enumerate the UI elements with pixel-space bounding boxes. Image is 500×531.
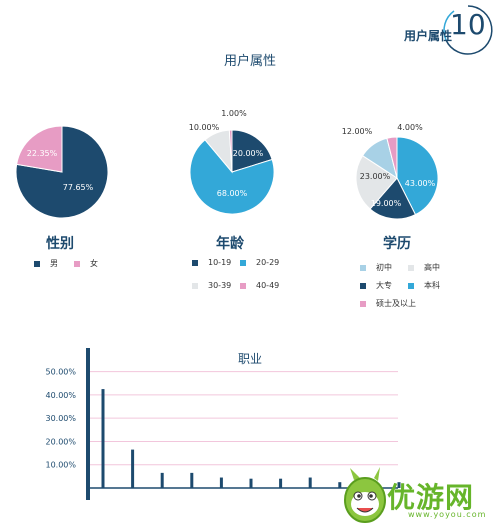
y-tick-label: 10.00% <box>45 461 76 470</box>
bar-学生 <box>101 389 105 488</box>
legend-item-male: 男 <box>34 258 58 269</box>
pie-charts: 77.65% 22.35% 20.00% 68.00% 10.00%1.00% 43.00… <box>15 109 439 220</box>
legend-label: 30-39 <box>208 281 232 290</box>
edu-chart-title: 学历 <box>383 236 411 252</box>
legend-swatch <box>240 259 246 266</box>
legend-label: 硕士及以上 <box>376 299 416 308</box>
badge-ring <box>443 5 493 55</box>
pie-slice-label: 4.00% <box>397 123 423 132</box>
y-tick-label: 30.00% <box>45 414 76 423</box>
pie-slice-label: 77.65% <box>63 183 94 192</box>
pie-slice-高中 <box>355 154 398 210</box>
legend-swatch <box>34 260 40 267</box>
occupation-bar-chart: 10.00%20.00%30.00%40.00%50.00%学生IT营销公关建筑… <box>45 348 401 500</box>
bar-营销公关 <box>160 472 164 488</box>
legend-label: 男 <box>50 259 58 268</box>
pie-slice-label: 12.00% <box>342 127 373 136</box>
yoyou-mascot-logo <box>344 467 386 523</box>
age-pie: 20.00% 68.00% 10.00%1.00% <box>189 109 275 215</box>
legend-swatch <box>192 282 198 289</box>
bar-建筑 <box>190 472 194 488</box>
y-tick-label: 50.00% <box>45 368 76 377</box>
edu-pie: 43.00% 19.00% 23.00% 12.00% 4.00% <box>342 123 439 220</box>
page-title: 用户属性 <box>223 54 276 69</box>
legend-item-age-10-19: 10-19 <box>192 258 231 267</box>
legend-label: 10-19 <box>208 258 232 267</box>
legend-label: 40-49 <box>256 281 280 290</box>
pie-slice-本科 <box>396 136 439 216</box>
bar-电信 <box>308 477 312 488</box>
pie-slice-大专 <box>369 177 417 220</box>
legend-swatch <box>240 282 246 289</box>
legend-item-edu-bachelor: 本科 <box>408 280 440 291</box>
watermark-url: www.yoyou.com <box>408 510 487 519</box>
y-tick-label: 20.00% <box>45 437 76 446</box>
pie-slice-label: 43.00% <box>405 179 436 188</box>
pie-slice-label: 10.00% <box>189 123 220 132</box>
gender-chart-title: 性别 <box>46 236 74 252</box>
legend-label: 本科 <box>424 281 440 290</box>
pie-slice-label: 19.00% <box>371 199 402 208</box>
legend-swatch <box>192 259 198 266</box>
bar-政府 <box>279 478 283 488</box>
legend-item-edu-master: 硕士及以上 <box>360 298 416 309</box>
bar-其他 <box>397 482 401 488</box>
bar-IT <box>131 449 135 488</box>
legend-item-female: 女 <box>74 258 98 269</box>
pie-slice-硕士及以上 <box>386 136 398 179</box>
age-chart-title: 年龄 <box>216 236 244 252</box>
legend-swatch <box>360 264 366 271</box>
bar-服务 <box>249 478 253 488</box>
legend-item-age-40-49: 40-49 <box>240 281 279 290</box>
legend-swatch <box>408 264 414 271</box>
pie-slice-label: 23.00% <box>360 172 391 181</box>
y-tick-label: 40.00% <box>45 391 76 400</box>
pie-slice-label: 1.00% <box>221 109 247 118</box>
pie-slice-label: 20.00% <box>233 149 264 158</box>
pie-slice-女 <box>16 125 63 173</box>
legend-item-edu-college: 大专 <box>360 280 392 291</box>
legend-label: 大专 <box>376 281 392 290</box>
bar-金融房产 <box>219 477 223 488</box>
gender-pie: 77.65% 22.35% <box>15 125 109 219</box>
bar-汽车 <box>338 482 342 488</box>
pie-slice-20-29 <box>189 139 275 215</box>
badge-number: 10 <box>450 8 486 41</box>
legend-item-age-20-29: 20-29 <box>240 258 279 267</box>
legend-swatch <box>74 260 80 267</box>
legend-item-edu-junior: 初中 <box>360 262 392 273</box>
legend-swatch <box>360 282 366 289</box>
pie-slice-label: 22.35% <box>27 149 58 158</box>
badge-title: 用户属性 <box>404 29 453 43</box>
legend-label: 高中 <box>424 263 440 272</box>
legend-label: 20-29 <box>256 258 280 267</box>
occupation-chart-title: 职业 <box>237 352 262 366</box>
pie-slice-40-49 <box>228 129 233 173</box>
legend-swatch <box>408 282 414 289</box>
legend-label: 女 <box>90 259 98 268</box>
legend-item-age-30-39: 30-39 <box>192 281 231 290</box>
legend-label: 初中 <box>376 263 392 272</box>
pie-slice-10-19 <box>231 129 273 173</box>
legend-item-edu-senior: 高中 <box>408 262 440 273</box>
watermark-text: 优游网 <box>387 481 475 514</box>
pie-slice-label: 68.00% <box>217 189 248 198</box>
legend-swatch <box>360 300 366 307</box>
